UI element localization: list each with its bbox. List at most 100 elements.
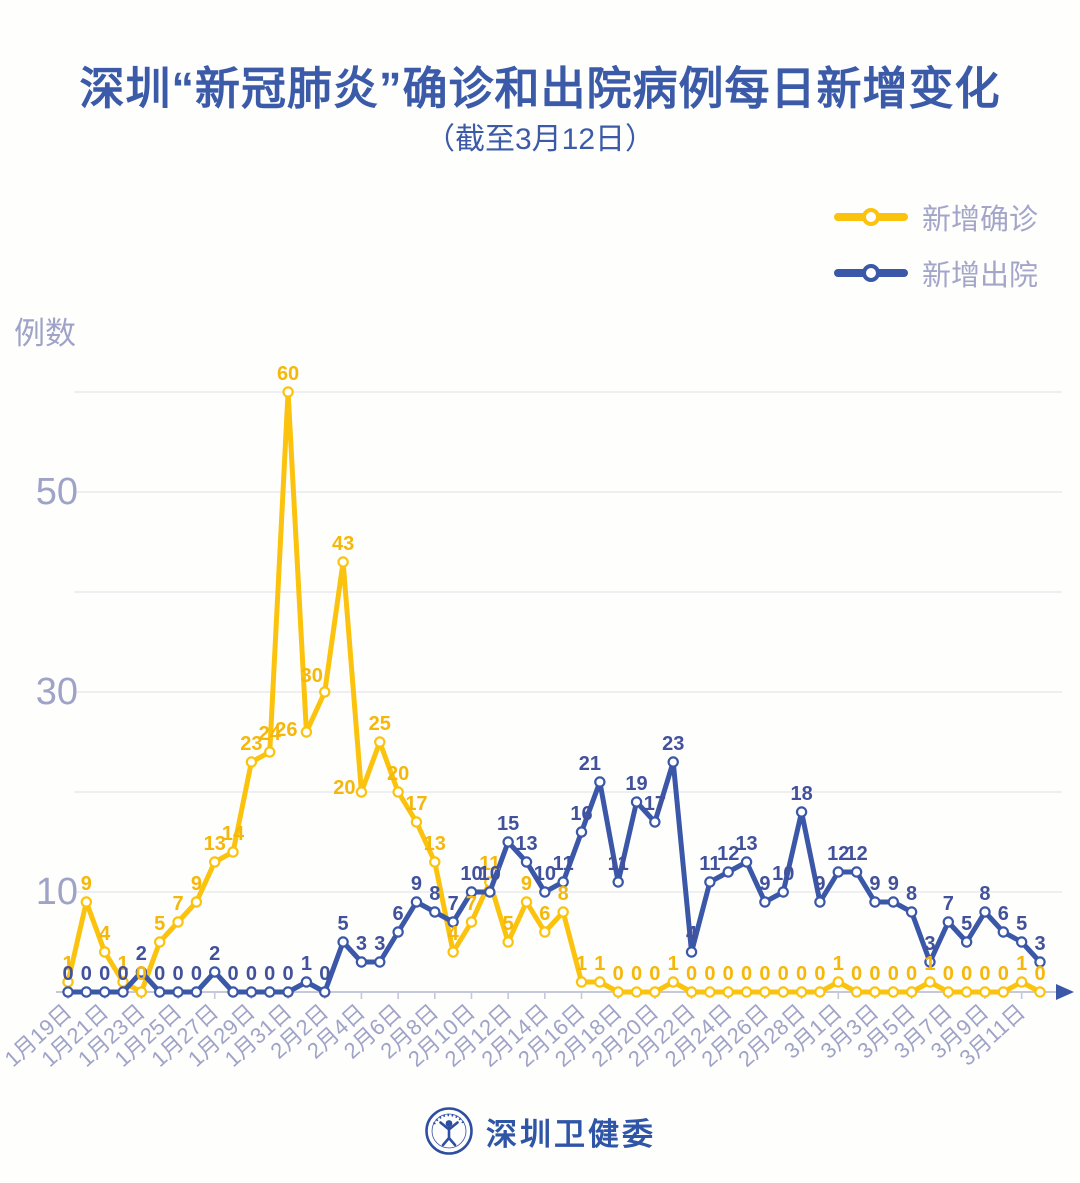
marker-confirmed [594,976,606,988]
data-label-discharged: 7 [448,893,459,915]
marker-confirmed [832,976,844,988]
marker-confirmed [759,986,771,998]
marker-confirmed [502,936,514,948]
marker-confirmed [135,986,148,998]
data-label-confirmed: 5 [503,913,514,935]
marker-discharged [887,896,899,908]
data-label-discharged: 1 [301,953,312,975]
data-label-confirmed: 1 [1016,953,1027,975]
data-label-confirmed: 1 [594,953,605,975]
data-label-confirmed: 9 [521,873,532,895]
marker-discharged [153,986,166,998]
data-label-discharged: 10 [772,863,794,885]
marker-confirmed [98,946,111,958]
data-label-confirmed: 26 [275,719,297,741]
marker-discharged [502,836,514,848]
marker-confirmed [392,786,404,798]
marker-discharged [722,866,734,878]
marker-confirmed [282,386,294,398]
data-label-discharged: 9 [411,873,422,895]
marker-discharged [410,896,423,908]
marker-discharged [98,986,111,998]
marker-confirmed [924,976,936,988]
data-label-discharged: 12 [717,843,739,865]
data-label-confirmed: 0 [796,963,807,985]
marker-discharged [484,886,496,898]
marker-discharged [80,986,93,998]
data-label-confirmed: 1 [62,953,73,975]
marker-confirmed [740,986,753,998]
marker-discharged [1034,956,1046,968]
marker-discharged [429,906,441,918]
legend-line-icon-confirmed [833,213,908,221]
marker-confirmed [410,816,423,828]
data-label-confirmed: 1 [924,953,935,975]
marker-discharged [942,916,955,928]
marker-discharged [832,866,844,878]
data-label-discharged: 10 [479,863,501,885]
marker-confirmed [887,986,899,998]
marker-discharged [282,986,294,998]
legend-item-confirmed: 新增确诊 [833,196,1038,238]
data-label-discharged: 11 [608,853,629,875]
shenzhen-health-commission-logo-icon [425,1107,473,1155]
data-label-discharged: 12 [827,843,849,865]
marker-confirmed [319,686,331,698]
marker-confirmed [172,916,184,928]
marker-discharged [447,916,459,928]
data-label-confirmed: 0 [979,963,990,985]
data-label-discharged: 13 [515,833,537,855]
marker-confirmed [227,846,239,858]
marker-discharged [135,966,148,978]
marker-discharged [245,986,258,998]
data-label-discharged: 5 [1016,913,1027,935]
data-label-confirmed: 14 [222,823,245,845]
marker-discharged [1015,936,1028,948]
data-label-discharged: 0 [172,963,183,985]
marker-confirmed [447,946,459,958]
marker-confirmed [300,726,313,738]
marker-confirmed [814,986,826,998]
data-label-discharged: 0 [283,963,294,985]
marker-discharged [869,896,881,908]
data-label-confirmed: 11 [479,853,500,875]
data-label-confirmed: 13 [204,833,226,855]
data-label-confirmed: 8 [558,883,569,905]
marker-discharged [795,806,808,818]
marker-discharged [575,826,588,838]
marker-discharged [117,986,129,998]
marker-discharged [759,896,771,908]
marker-discharged [337,936,349,948]
marker-confirmed [722,986,734,998]
marker-discharged [924,956,936,968]
data-label-confirmed: 0 [613,963,624,985]
legend-item-discharged: 新增出院 [833,252,1038,294]
data-label-discharged: 3 [1034,933,1045,955]
data-label-discharged: 23 [662,733,684,755]
data-label-discharged: 9 [814,873,825,895]
data-label-discharged: 9 [869,873,880,895]
data-label-confirmed: 1 [576,953,587,975]
marker-confirmed [520,896,533,908]
data-label-discharged: 13 [735,833,757,855]
data-label-discharged: 19 [625,773,647,795]
data-label-confirmed: 60 [277,363,299,385]
marker-confirmed [575,976,588,988]
marker-discharged [465,886,478,898]
data-label-discharged: 3 [924,933,935,955]
marker-discharged [355,956,368,968]
marker-discharged [319,986,331,998]
marker-discharged [539,886,551,898]
data-label-confirmed: 30 [301,665,323,687]
data-label-confirmed: 6 [539,903,550,925]
marker-discharged [557,876,569,888]
data-label-confirmed: 7 [466,893,477,915]
data-label-discharged: 0 [191,963,202,985]
marker-discharged [190,986,203,998]
marker-discharged [264,986,276,998]
marker-discharged [374,956,386,968]
marker-discharged [227,986,239,998]
legend: 新增确诊 新增出院 [833,196,1038,294]
data-label-discharged: 9 [888,873,899,895]
